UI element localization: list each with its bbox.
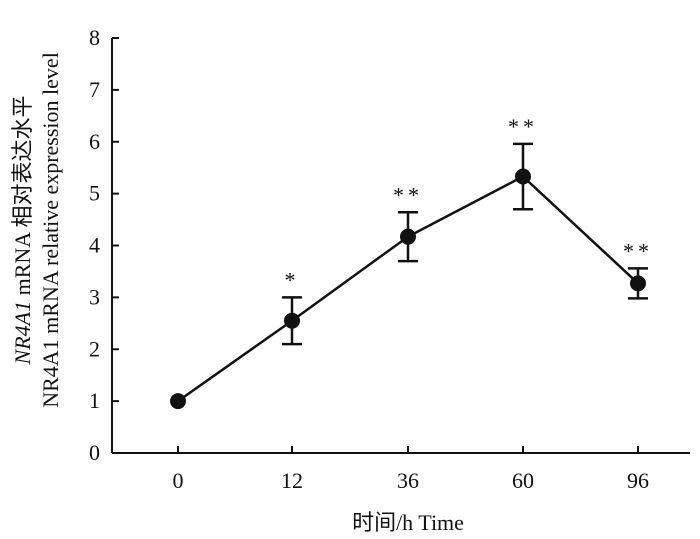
significance-label: ** (393, 182, 423, 207)
data-point (284, 312, 300, 329)
x-tick-label: 60 (512, 468, 534, 493)
y-tick-label: 0 (89, 440, 100, 465)
axes (111, 38, 690, 454)
x-tick-label: 36 (397, 468, 419, 493)
x-tick-label: 12 (281, 468, 303, 493)
significance-label: * (285, 267, 300, 292)
significance-label: ** (508, 114, 538, 139)
x-tick-label: 96 (627, 468, 649, 493)
x-axis-ticks: 0 12 36 60 96 (173, 446, 649, 493)
data-point (630, 275, 646, 292)
y-axis-title-line2: NR4A1 mRNA relative expression level (38, 52, 63, 408)
y-tick-label: 2 (89, 336, 100, 361)
series-line (177, 174, 639, 403)
data-point (400, 228, 416, 245)
y-tick-label: 1 (89, 388, 100, 413)
x-tick-label: 0 (173, 468, 184, 493)
significance-label: ** (623, 238, 653, 263)
y-tick-label: 8 (89, 25, 100, 50)
y-tick-label: 3 (89, 284, 100, 309)
y-axis-title-gene: NR4A1 (10, 301, 35, 366)
x-axis-title: 时间/h Time (352, 510, 464, 535)
y-axis-title-cn: mRNA 相对表达水平 (10, 96, 35, 301)
data-point (515, 168, 531, 185)
y-axis-ticks: 0 1 2 3 4 5 6 7 8 (89, 25, 119, 465)
y-tick-label: 4 (89, 233, 100, 258)
plot-area: ******* (170, 114, 653, 410)
y-tick-label: 7 (89, 77, 100, 102)
y-tick-label: 6 (89, 129, 100, 154)
y-tick-label: 5 (89, 181, 100, 206)
data-point (170, 393, 186, 410)
y-axis-title-line1: NR4A1 mRNA 相对表达水平 (10, 96, 35, 366)
